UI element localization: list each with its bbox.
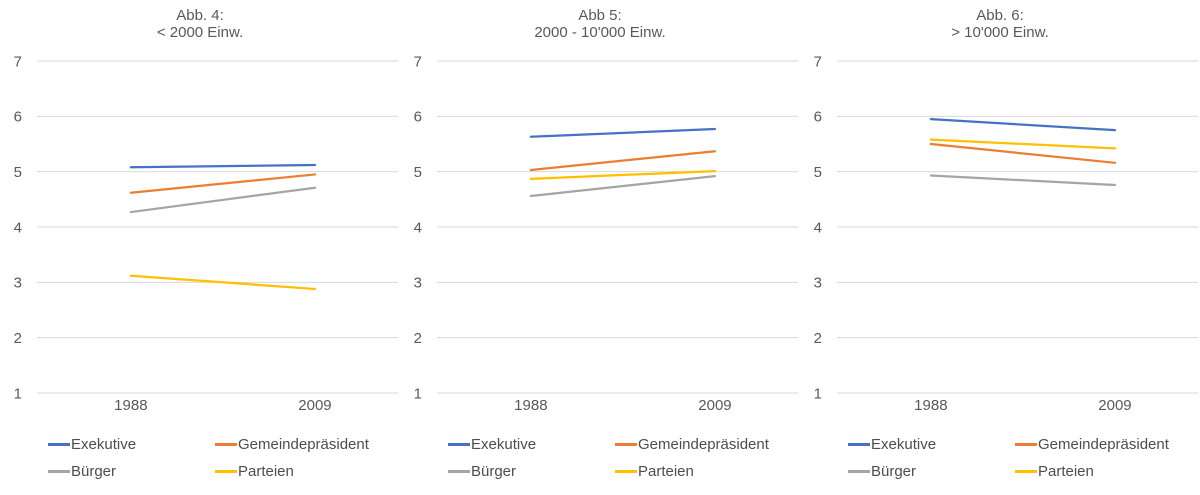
series-line-gemeindepr-sident: [129, 173, 317, 194]
x-tick-label-2009: 2009: [698, 397, 731, 414]
series-line-exekutive: [929, 117, 1117, 132]
legend-label: Parteien: [638, 463, 694, 480]
legend-item-gemeindepr-sident: Gemeindepräsident: [215, 431, 400, 458]
legend-item-parteien: Parteien: [1015, 458, 1200, 485]
chart-title-line1: Abb. 6:: [976, 7, 1024, 24]
y-tick-label-2: 2: [414, 330, 422, 347]
y-tick-label-5: 5: [814, 164, 822, 181]
legend-label: Gemeindepräsident: [238, 436, 369, 453]
legend-swatch-line: [48, 443, 70, 446]
y-tick-label-6: 6: [814, 109, 822, 126]
series-line-parteien: [929, 138, 1117, 150]
line-chart-abb6: 1 2 3 4 5 6 7 1988 2009: [814, 53, 1198, 414]
legend-item-gemeindepr-sident: Gemeindepräsident: [1015, 431, 1200, 458]
chart-panel-abb4: Abb. 4: < 2000 Einw. 1 2 3 4 5 6 7 1988 2009 Exe…: [0, 0, 400, 495]
legend-item-exekutive: Exekutive: [48, 431, 215, 458]
chart-panel-abb6: Abb. 6: > 10'000 Einw. 1 2 3 4 5 6 7 1988 2009 E…: [800, 0, 1200, 495]
legend-item-exekutive: Exekutive: [848, 431, 1015, 458]
chart-title: Abb. 6: > 10'000 Einw.: [800, 0, 1200, 44]
chart-title: Abb 5: 2000 - 10'000 Einw.: [400, 0, 800, 44]
y-tick-label-4: 4: [14, 219, 22, 236]
y-tick-label-5: 5: [14, 164, 22, 181]
chart-legend: Exekutive Gemeindepräsident Bürger Parteien: [400, 424, 800, 485]
legend-swatch-line: [615, 470, 637, 473]
y-tick-label-3: 3: [414, 275, 422, 292]
legend-swatch-line: [1015, 443, 1037, 446]
line-chart-abb5: 1 2 3 4 5 6 7 1988 2009: [414, 53, 798, 414]
y-tick-label-1: 1: [814, 385, 822, 402]
y-tick-label-6: 6: [414, 109, 422, 126]
series-line-exekutive: [129, 163, 317, 169]
x-tick-label-1988: 1988: [114, 397, 147, 414]
y-tick-label-1: 1: [14, 385, 22, 402]
y-tick-label-4: 4: [414, 219, 422, 236]
chart-panel-abb5: Abb 5: 2000 - 10'000 Einw. 1 2 3 4 5 6 7 1988 20…: [400, 0, 800, 495]
chart-legend: Exekutive Gemeindepräsident Bürger Parteien: [800, 424, 1200, 485]
legend-label: Bürger: [471, 463, 517, 480]
chart-title-line1: Abb 5:: [578, 7, 622, 24]
series-line-exekutive: [529, 127, 717, 138]
y-tick-label-3: 3: [14, 275, 22, 292]
legend-swatch-line: [448, 443, 470, 446]
legend-item-gemeindepr-sident: Gemeindepräsident: [615, 431, 800, 458]
line-chart-abb4: 1 2 3 4 5 6 7 1988 2009: [14, 53, 398, 414]
legend-item-parteien: Parteien: [215, 458, 400, 485]
legend-item-parteien: Parteien: [615, 458, 800, 485]
y-tick-label-7: 7: [14, 53, 22, 70]
legend-swatch-line: [848, 470, 870, 473]
legend-swatch-line: [215, 443, 237, 446]
legend-swatch-line: [48, 470, 70, 473]
legend-swatch-line: [615, 443, 637, 446]
chart-title: Abb. 4: < 2000 Einw.: [0, 0, 400, 44]
legend-swatch-line: [215, 470, 237, 473]
legend-label: Gemeindepräsident: [638, 436, 769, 453]
legend-item-b-rger: Bürger: [848, 458, 1015, 485]
series-line-b-rger: [129, 186, 317, 214]
chart-legend: Exekutive Gemeindepräsident Bürger Parteien: [0, 424, 400, 485]
x-tick-label-1988: 1988: [914, 397, 947, 414]
x-tick-label-2009: 2009: [298, 397, 331, 414]
y-tick-label-7: 7: [414, 53, 422, 70]
legend-item-b-rger: Bürger: [48, 458, 215, 485]
series-line-gemeindepr-sident: [529, 150, 717, 172]
series-line-parteien: [129, 274, 317, 291]
y-tick-label-5: 5: [414, 164, 422, 181]
y-tick-label-2: 2: [14, 330, 22, 347]
legend-label: Parteien: [1038, 463, 1094, 480]
chart-title-line2: < 2000 Einw.: [156, 24, 244, 41]
series-line-b-rger: [529, 174, 717, 198]
legend-label: Parteien: [238, 463, 294, 480]
series-line-parteien: [529, 169, 717, 180]
legend-label: Bürger: [871, 463, 917, 480]
legend-label: Bürger: [71, 463, 117, 480]
series-line-b-rger: [929, 174, 1117, 187]
y-tick-label-1: 1: [414, 385, 422, 402]
y-tick-label-7: 7: [814, 53, 822, 70]
y-tick-label-2: 2: [814, 330, 822, 347]
y-tick-label-3: 3: [814, 275, 822, 292]
x-tick-label-2009: 2009: [1098, 397, 1131, 414]
legend-label: Exekutive: [471, 436, 537, 453]
legend-label: Exekutive: [71, 436, 137, 453]
legend-item-exekutive: Exekutive: [448, 431, 615, 458]
legend-swatch-line: [1015, 470, 1037, 473]
chart-title-line1: Abb. 4:: [176, 7, 224, 24]
legend-label: Gemeindepräsident: [1038, 436, 1169, 453]
legend-swatch-line: [848, 443, 870, 446]
series-line-gemeindepr-sident: [929, 142, 1117, 164]
chart-title-line2: 2000 - 10'000 Einw.: [534, 24, 666, 41]
legend-label: Exekutive: [871, 436, 937, 453]
chart-title-line2: > 10'000 Einw.: [951, 24, 1049, 41]
y-tick-label-4: 4: [814, 219, 822, 236]
y-tick-label-6: 6: [14, 109, 22, 126]
x-tick-label-1988: 1988: [514, 397, 547, 414]
legend-item-b-rger: Bürger: [448, 458, 615, 485]
legend-swatch-line: [448, 470, 470, 473]
